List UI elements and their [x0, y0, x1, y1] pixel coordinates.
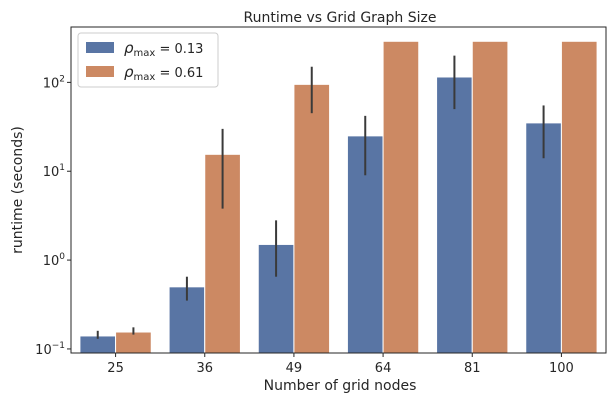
x-tick-label: 36 [196, 361, 213, 376]
x-tick-label: 25 [107, 361, 124, 376]
chart-title: Runtime vs Grid Graph Size [244, 10, 437, 26]
bar-s2-25 [115, 331, 152, 354]
legend: ρmax = 0.13 ρmax = 0.61 [77, 32, 219, 88]
bar-s1-81 [436, 76, 473, 354]
x-tick-label: 49 [286, 361, 303, 376]
plot-frame [70, 26, 607, 354]
x-tick-label: 81 [464, 361, 481, 376]
y-axis-label: runtime (seconds) [10, 126, 26, 254]
bars-layer [79, 40, 598, 354]
y-tick-label: 102 [43, 74, 65, 91]
x-axis-label: Number of grid nodes [264, 378, 417, 394]
bar-s2-64 [382, 40, 420, 354]
x-axis-ticks: 25 36 49 64 81 100 [107, 353, 574, 376]
x-tick-label: 100 [549, 361, 574, 376]
y-axis-ticks: 10−1 100 101 102 [35, 74, 71, 358]
y-tick-label: 10−1 [35, 341, 65, 358]
y-tick-label: 100 [43, 252, 66, 269]
bar-s2-49 [293, 83, 331, 354]
error-bars-layer [96, 55, 545, 339]
legend-swatch-s2 [86, 66, 114, 77]
bar-s2-81 [471, 40, 509, 354]
legend-label-s1: ρmax = 0.13 [124, 39, 203, 59]
bar-s2-100 [560, 40, 598, 354]
y-tick-label: 101 [43, 163, 65, 180]
legend-label-s2: ρmax = 0.61 [124, 63, 203, 83]
legend-swatch-s1 [86, 42, 114, 53]
x-tick-label: 64 [375, 361, 392, 376]
